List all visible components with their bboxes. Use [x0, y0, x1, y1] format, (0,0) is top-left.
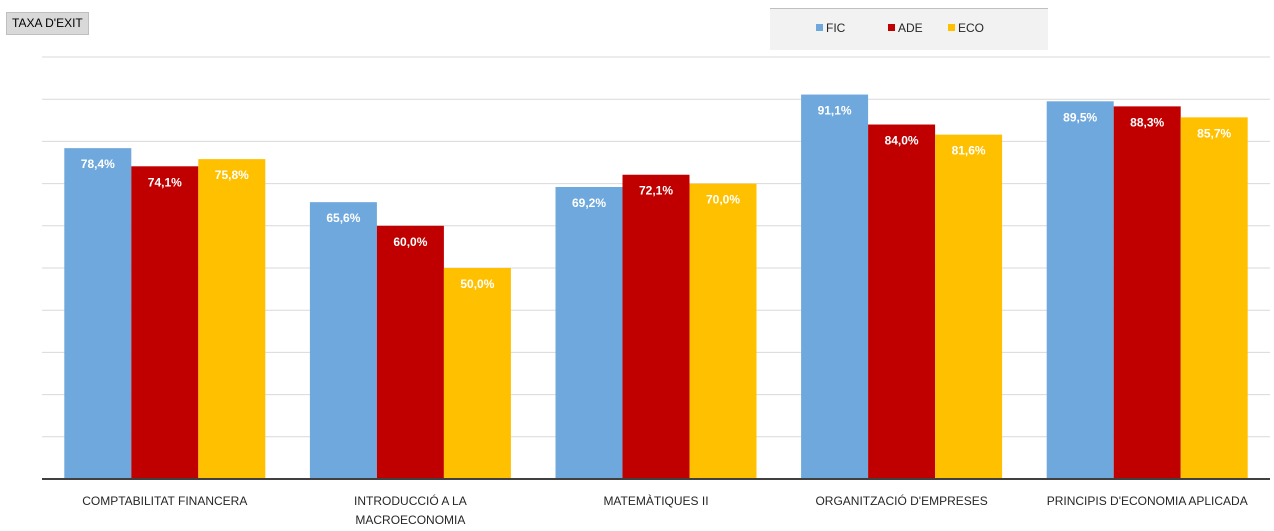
bar-fic	[801, 94, 869, 480]
bar-ade	[376, 225, 444, 479]
category-label: MATEMÀTIQUES II	[603, 493, 708, 508]
bar-fic	[555, 186, 623, 479]
data-label: 72,1%	[639, 184, 673, 198]
bar-eco	[689, 183, 757, 479]
legend-label-eco: ECO	[958, 21, 984, 35]
data-label: 78,4%	[81, 157, 115, 171]
bar-fic	[1046, 101, 1114, 479]
bar-fic	[64, 148, 132, 480]
data-label: 89,5%	[1063, 110, 1097, 124]
data-label: 88,3%	[1130, 115, 1164, 129]
legend-swatch-fic	[816, 24, 823, 31]
bar-eco	[935, 134, 1003, 479]
legend-label-fic: FIC	[826, 21, 846, 35]
data-label: 84,0%	[885, 134, 919, 148]
data-label: 50,0%	[460, 277, 494, 291]
data-label: 69,2%	[572, 196, 606, 210]
bar-ade	[622, 174, 690, 479]
data-label: 65,6%	[326, 211, 360, 225]
data-label: 75,8%	[215, 168, 249, 182]
chart-title: TAXA D'EXIT	[6, 12, 89, 35]
data-label: 91,1%	[818, 104, 852, 118]
category-label: ORGANITZACIÓ D'EMPRESES	[815, 493, 987, 508]
bar-eco	[198, 159, 266, 479]
category-label: PRINCIPIS D'ECONOMIA APLICADA	[1047, 494, 1248, 508]
legend-swatch-ade	[888, 24, 895, 31]
bar-eco	[443, 268, 511, 479]
bar-ade	[131, 166, 199, 479]
bar-fic	[309, 202, 377, 479]
category-label: COMPTABILITAT FINANCERA	[82, 494, 247, 508]
data-label: 85,7%	[1197, 126, 1231, 140]
legend-label-ade: ADE	[898, 21, 923, 35]
category-label: MACROECONOMIA	[355, 513, 465, 527]
category-label: INTRODUCCIÓ A LA	[354, 493, 467, 508]
data-label: 74,1%	[148, 175, 182, 189]
bar-eco	[1180, 117, 1248, 479]
bar-ade	[1113, 106, 1181, 480]
bar-ade	[868, 124, 936, 480]
data-label: 70,0%	[706, 193, 740, 207]
data-label: 81,6%	[952, 144, 986, 158]
legend-swatch-eco	[948, 24, 955, 31]
data-label: 60,0%	[393, 235, 427, 249]
